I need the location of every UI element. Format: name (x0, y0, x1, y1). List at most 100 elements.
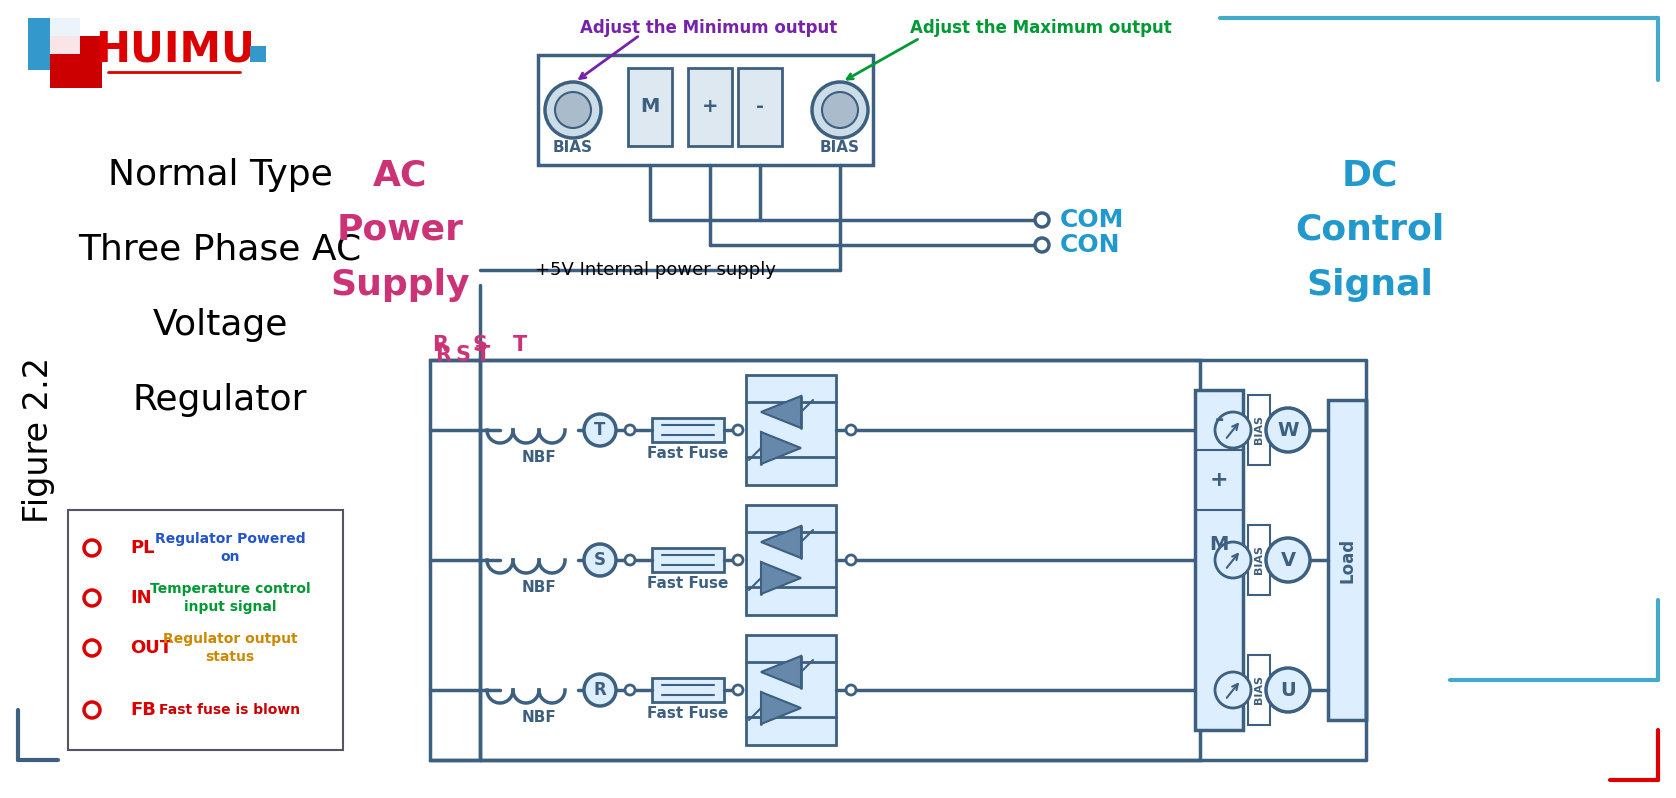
Text: +: + (1210, 470, 1229, 490)
Bar (1195, 390, 1244, 730)
Text: status: status (206, 650, 255, 664)
Circle shape (1036, 213, 1049, 227)
Text: Fast Fuse: Fast Fuse (647, 706, 729, 721)
Text: Power: Power (337, 213, 464, 247)
Circle shape (1265, 538, 1311, 582)
Text: NBF: NBF (521, 580, 556, 595)
Text: Regulator: Regulator (132, 383, 307, 417)
Circle shape (583, 544, 617, 576)
Circle shape (732, 425, 742, 435)
Text: Supply: Supply (330, 268, 469, 302)
Text: Regulator output: Regulator output (163, 632, 297, 646)
Bar (69, 510, 344, 750)
Circle shape (625, 685, 635, 695)
Text: Fast Fuse: Fast Fuse (647, 576, 729, 591)
Text: FB: FB (131, 701, 156, 719)
Circle shape (1265, 668, 1311, 712)
Text: R: R (593, 681, 607, 699)
Text: BIAS: BIAS (820, 140, 860, 156)
Text: +5V Internal power supply: +5V Internal power supply (535, 261, 776, 279)
Circle shape (583, 414, 617, 446)
Circle shape (84, 702, 101, 718)
Bar (689, 68, 732, 146)
Bar (652, 548, 724, 572)
Circle shape (1265, 408, 1311, 452)
Bar (746, 635, 836, 745)
Text: M: M (640, 97, 660, 117)
Text: Temperature control: Temperature control (149, 582, 310, 596)
Text: COM: COM (1059, 208, 1125, 232)
Text: CON: CON (1059, 233, 1121, 257)
Bar (652, 678, 724, 702)
Text: -: - (1215, 410, 1223, 430)
Bar (1249, 395, 1270, 465)
Text: Regulator Powered: Regulator Powered (154, 532, 305, 546)
Text: M: M (1210, 535, 1229, 555)
Bar (628, 68, 672, 146)
Bar (28, 18, 80, 70)
Circle shape (846, 555, 856, 565)
Circle shape (732, 685, 742, 695)
Text: R: R (436, 345, 451, 365)
Text: T: T (476, 345, 489, 365)
Text: Fast fuse is blown: Fast fuse is blown (159, 703, 300, 717)
Circle shape (1215, 542, 1250, 578)
Bar (746, 505, 836, 615)
Text: +: + (702, 97, 719, 117)
Circle shape (846, 685, 856, 695)
Text: Control: Control (1296, 213, 1445, 247)
Circle shape (555, 92, 592, 128)
Polygon shape (761, 656, 801, 688)
Circle shape (84, 590, 101, 606)
Text: Signal: Signal (1307, 268, 1433, 302)
Text: Normal Type: Normal Type (107, 158, 332, 192)
Bar (538, 55, 873, 165)
Text: Adjust the Minimum output: Adjust the Minimum output (580, 19, 838, 37)
Text: PL: PL (131, 539, 154, 557)
Text: input signal: input signal (184, 600, 277, 614)
Polygon shape (761, 562, 801, 594)
Text: BIAS: BIAS (553, 140, 593, 156)
Text: T: T (595, 421, 605, 439)
Circle shape (583, 674, 617, 706)
Text: U: U (1280, 681, 1296, 700)
Circle shape (732, 555, 742, 565)
Text: OUT: OUT (131, 639, 173, 657)
Circle shape (84, 540, 101, 556)
Circle shape (1036, 238, 1049, 252)
Circle shape (625, 425, 635, 435)
Polygon shape (761, 526, 801, 558)
Text: on: on (220, 550, 240, 564)
Bar (652, 418, 724, 442)
Bar (1249, 525, 1270, 595)
Bar (1327, 400, 1366, 720)
Circle shape (846, 425, 856, 435)
Polygon shape (761, 692, 801, 724)
Text: BIAS: BIAS (1254, 546, 1264, 575)
Polygon shape (761, 432, 801, 464)
Text: T: T (513, 335, 528, 355)
Circle shape (811, 82, 868, 138)
Text: Three Phase AC: Three Phase AC (79, 233, 362, 267)
Bar (746, 375, 836, 485)
Circle shape (625, 555, 635, 565)
Text: R: R (432, 335, 447, 355)
Circle shape (821, 92, 858, 128)
Text: Voltage: Voltage (153, 308, 288, 342)
Text: BIAS: BIAS (1254, 416, 1264, 444)
Bar (50, 18, 80, 54)
Text: S: S (593, 551, 607, 569)
Circle shape (84, 640, 101, 656)
Text: BIAS: BIAS (1254, 675, 1264, 705)
Bar (1249, 655, 1270, 725)
Bar (50, 36, 102, 88)
Text: NBF: NBF (521, 451, 556, 465)
Text: Adjust the Maximum output: Adjust the Maximum output (910, 19, 1172, 37)
Text: NBF: NBF (521, 710, 556, 725)
Text: Load: Load (1337, 537, 1356, 583)
Text: V: V (1280, 551, 1296, 570)
Polygon shape (761, 396, 801, 428)
Bar (431, 360, 1200, 760)
Text: Figure 2.2: Figure 2.2 (22, 357, 55, 523)
Text: -: - (756, 97, 764, 117)
